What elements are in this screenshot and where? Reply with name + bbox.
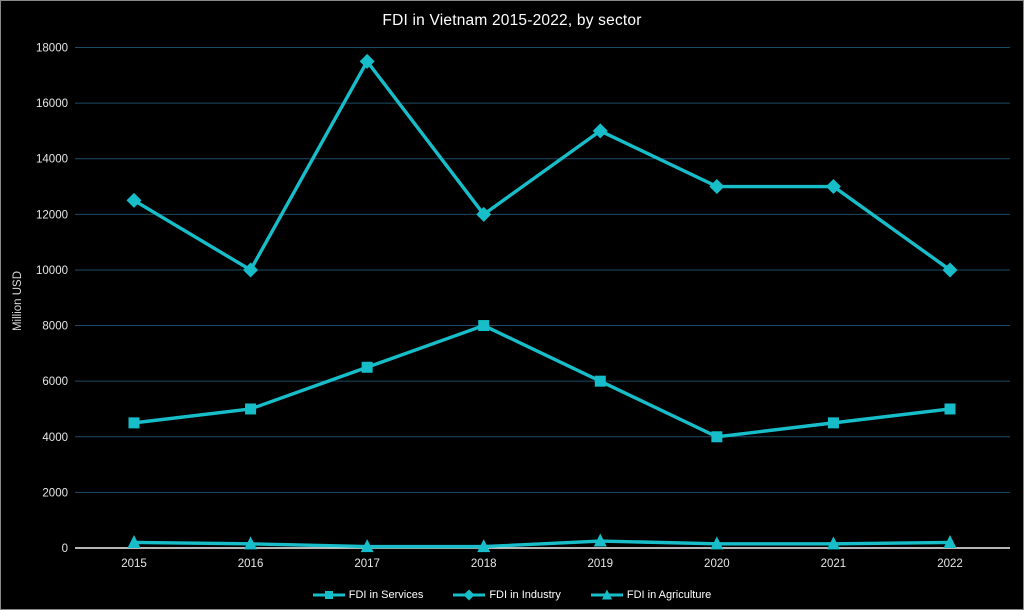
x-tick-label: 2022 (937, 558, 963, 570)
chart-legend: FDI in Services FDI in Industry FDI in Agr… (1, 588, 1023, 602)
diamond-marker (476, 206, 492, 222)
x-tick-label: 2015 (121, 558, 147, 570)
legend-item: FDI in Services (312, 588, 424, 602)
square-marker (361, 361, 373, 373)
diamond-legend-glyph-icon (453, 589, 486, 601)
square-legend-glyph-icon (312, 591, 345, 599)
y-tick-label: 6000 (42, 376, 68, 388)
x-tick-label: 2019 (587, 558, 613, 570)
diamond-marker (592, 123, 608, 139)
y-tick-label: 12000 (36, 209, 68, 221)
y-tick-label: 16000 (36, 98, 68, 110)
square-marker (478, 320, 490, 332)
legend-item: FDI in Industry (453, 588, 561, 602)
legend-item: FDI in Agriculture (590, 588, 712, 602)
triangle-marker (826, 536, 840, 550)
legend-label: FDI in Agriculture (626, 589, 712, 601)
x-tick-label: 2021 (821, 558, 847, 570)
triangle-marker (593, 533, 607, 547)
x-tick-label: 2020 (704, 558, 730, 570)
y-tick-label: 2000 (42, 487, 68, 499)
triangle-marker (943, 534, 957, 548)
square-marker (594, 375, 606, 387)
y-tick-label: 18000 (36, 43, 68, 55)
x-tick-label: 2018 (471, 558, 497, 570)
y-tick-label: 10000 (36, 265, 68, 277)
square-marker (128, 417, 140, 429)
diamond-marker (825, 179, 841, 195)
y-tick-label: 4000 (42, 432, 68, 444)
y-tick-label: 14000 (36, 154, 68, 166)
square-marker (245, 403, 257, 415)
y-tick-label: 8000 (42, 321, 68, 333)
square-marker (711, 431, 723, 443)
x-tick-label: 2016 (238, 558, 264, 570)
series-line-triangle (132, 539, 952, 549)
diamond-marker (942, 262, 958, 278)
diamond-marker (243, 262, 259, 278)
series-line-square (132, 323, 952, 439)
chart-title: FDI in Vietnam 2015-2022, by sector (382, 12, 642, 29)
triangle-marker (710, 536, 724, 550)
x-tick-label: 2017 (354, 558, 380, 570)
square-marker (827, 417, 839, 429)
square-marker (944, 403, 956, 415)
triangle-legend-glyph-icon (590, 589, 623, 600)
triangle-marker (244, 536, 258, 550)
legend-label: FDI in Services (348, 589, 424, 601)
triangle-marker (360, 539, 374, 553)
diamond-marker (359, 53, 375, 69)
legend-label: FDI in Industry (489, 589, 561, 601)
triangle-marker (127, 534, 141, 548)
diamond-marker (709, 179, 725, 195)
series-line-diamond (132, 59, 952, 272)
triangle-marker (477, 539, 491, 553)
y-tick-label: 0 (62, 543, 68, 555)
diamond-marker (126, 192, 142, 208)
